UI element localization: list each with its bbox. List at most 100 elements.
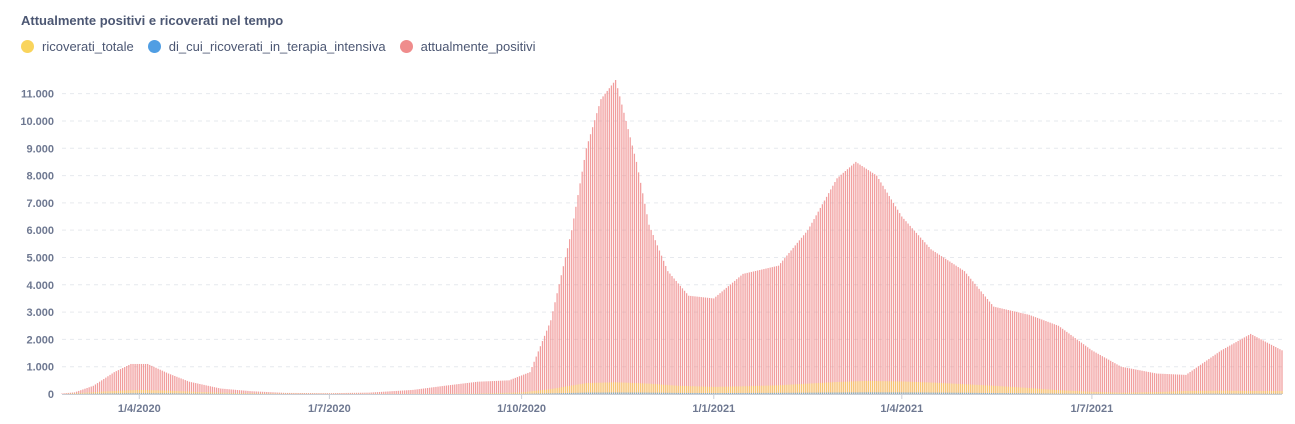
bar [1164,391,1166,394]
bar [335,393,337,394]
bar [922,382,924,394]
bar [63,393,65,394]
bar [792,392,794,394]
bar [1101,356,1103,394]
bar [740,386,742,394]
legend-item-ricoverati-totale[interactable]: ricoverati_totale [21,39,134,54]
bar [579,392,581,394]
bar [142,363,145,394]
bar [1158,373,1160,394]
bar [500,380,502,394]
bar [1239,339,1241,394]
bar [109,374,111,394]
bar [368,392,370,394]
bar [621,382,623,394]
bar [245,390,247,394]
bar [1147,371,1149,394]
bar [550,320,552,394]
legend-item-attualmente-positivi[interactable]: attualmente_positivi [399,39,536,54]
bar [529,372,531,394]
bar [1235,390,1237,394]
bar [487,381,489,394]
bar [594,392,596,394]
bar [686,386,688,394]
bar [874,174,876,394]
bar [978,384,980,394]
bar [953,392,955,394]
bar [103,393,105,394]
bar [736,386,738,394]
bar [149,393,151,394]
bar [1245,336,1248,394]
bar [679,392,681,394]
bar [236,390,239,394]
bar [525,373,527,394]
bar [800,392,803,394]
bar [497,393,500,394]
bar [894,392,897,394]
bar [932,250,934,394]
legend-dot-icon [399,40,413,53]
bar [631,145,633,394]
bar [717,294,719,394]
y-tick-label: 8.000 [26,171,54,183]
bar [1258,391,1260,394]
bar [291,392,293,394]
bar [859,164,861,394]
bar [184,380,186,394]
bar [376,392,379,394]
bar [1237,340,1239,394]
bar [184,391,186,394]
bar [913,381,915,394]
bar [748,272,750,394]
bar [1024,313,1026,394]
bar [1080,342,1083,394]
bar [362,392,364,394]
bar [761,392,763,394]
bar [178,393,180,394]
bar [1036,317,1039,394]
bar [192,382,195,394]
bar [1091,350,1093,394]
bar [140,393,143,394]
bar [439,386,441,394]
bar [953,383,955,394]
bar [686,293,688,394]
bar [351,392,353,394]
bar [149,364,151,394]
bar [418,389,420,394]
bar [1007,310,1009,394]
bar [594,382,596,394]
bar [646,392,648,394]
bar [345,392,347,394]
bar [1011,393,1014,394]
legend-item-terapia-intensiva[interactable]: di_cui_ricoverati_in_terapia_intensiva [147,39,386,54]
bar [771,267,773,394]
bar [113,372,115,394]
bar [1189,372,1191,394]
bar [905,392,907,394]
bar [115,393,117,394]
bar [591,127,594,394]
bar [731,386,734,394]
bar [807,230,809,394]
bar [1036,393,1039,394]
bar [314,393,316,394]
bar [1210,390,1212,394]
bar [884,189,886,394]
bar [798,240,801,394]
bar [170,390,172,394]
bar [934,392,936,394]
bar [71,393,74,394]
bar [848,167,851,394]
bar [896,392,899,394]
bar [1112,392,1114,394]
bar [297,392,299,394]
bar [284,392,287,394]
bar [234,392,237,394]
bar [1028,387,1030,394]
bar [1028,393,1030,394]
bar [859,381,861,394]
bar [159,393,161,394]
bar [178,391,180,394]
